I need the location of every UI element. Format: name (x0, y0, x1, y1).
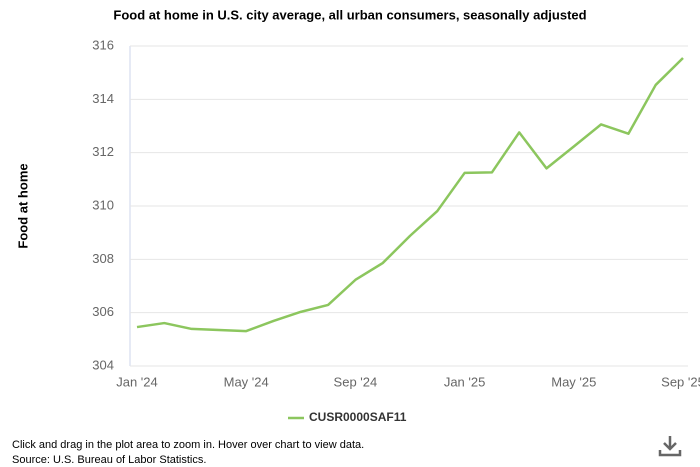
x-tick-label: Sep '24 (334, 374, 378, 389)
y-tick-label: 304 (92, 357, 114, 372)
y-tick-label: 316 (92, 37, 114, 52)
y-tick-label: 314 (92, 91, 114, 106)
legend-label: CUSR0000SAF11 (309, 410, 407, 424)
y-tick-label: 312 (92, 144, 114, 159)
download-glyph (658, 436, 682, 457)
x-tick-label: May '25 (551, 374, 596, 389)
x-tick-label: May '24 (224, 374, 269, 389)
chart-title: Food at home in U.S. city average, all u… (113, 7, 586, 22)
x-tick-label: Sep '25 (661, 374, 700, 389)
y-tick-label: 310 (92, 197, 114, 212)
x-tick-label: Jan '24 (116, 374, 158, 389)
y-tick-label: 306 (92, 304, 114, 319)
y-axis-label: Food at home (15, 163, 30, 248)
download-icon[interactable] (658, 434, 682, 458)
note: Click and drag in the plot area to zoom … (12, 439, 365, 451)
data-line (136, 57, 684, 333)
x-tick-label: Jan '25 (444, 374, 486, 389)
y-tick-label: 308 (92, 251, 114, 266)
note: Source: U.S. Bureau of Labor Statistics. (12, 454, 207, 466)
